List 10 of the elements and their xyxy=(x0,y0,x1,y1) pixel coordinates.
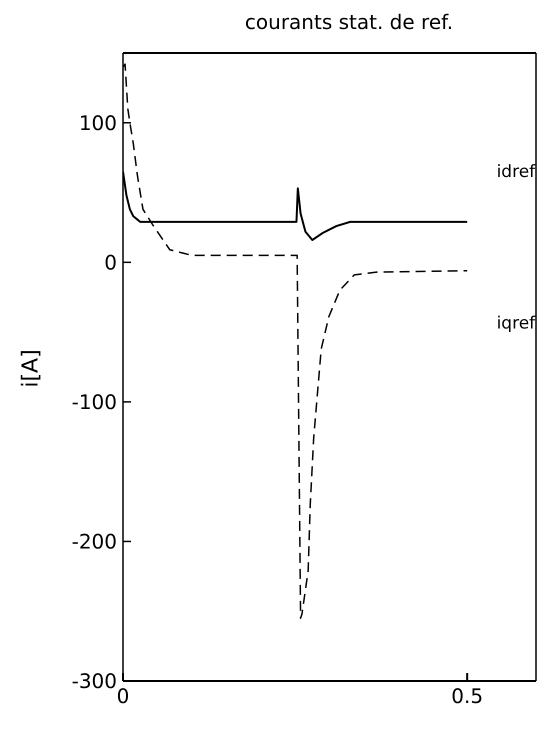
y-tick-label: -100 xyxy=(72,390,117,414)
chart-title: courants stat. de ref. xyxy=(244,10,454,34)
y-tick-label: 100 xyxy=(78,110,117,135)
text: idref xyxy=(496,162,536,182)
x-tick-label: 0.5 xyxy=(451,684,484,708)
y-tick-label: -300 xyxy=(72,669,117,694)
text: iqref xyxy=(496,314,536,334)
y-tick-label: -200 xyxy=(72,530,117,554)
y-tick-label: 0 xyxy=(104,250,117,274)
y-axis-title: i[A] xyxy=(18,348,44,388)
